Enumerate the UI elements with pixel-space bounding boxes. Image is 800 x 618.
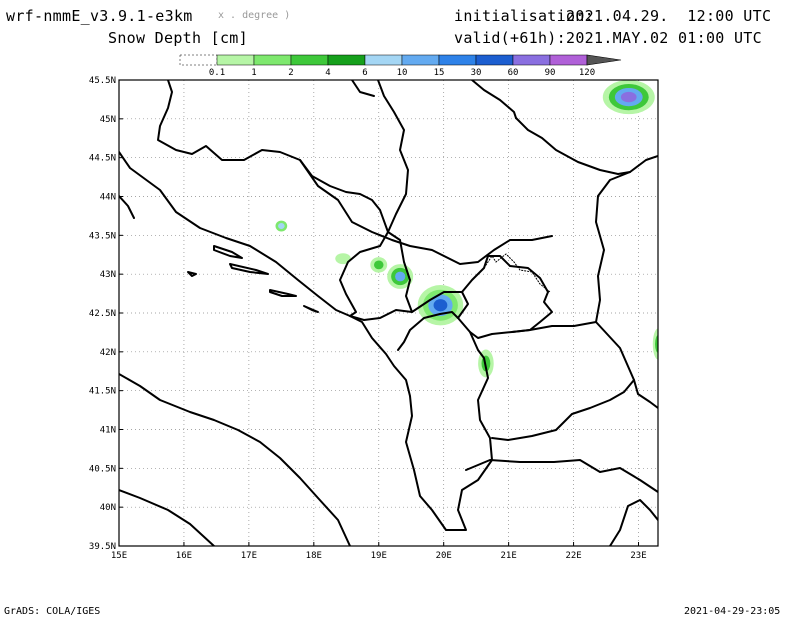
- legend-arrow-max: [586, 54, 622, 66]
- lat-tick-label: 44N: [100, 193, 116, 203]
- border-macedonia: [491, 321, 635, 441]
- lat-tick-label: 41N: [100, 426, 116, 436]
- legend-label: 2: [288, 68, 293, 78]
- coords-note: x . degree ): [218, 10, 291, 21]
- border-serbia-romania: [515, 117, 631, 175]
- lat-tick-label: 42N: [100, 348, 116, 358]
- legend-label: 0.1: [209, 68, 225, 78]
- island-korcula: [269, 289, 297, 297]
- border-greece: [465, 459, 658, 493]
- lon-tick-label: 15E: [111, 551, 127, 561]
- footer-credit: GrADS: COLA/IGES: [4, 606, 101, 617]
- init-value: 2021.04.29. 12:00 UTC: [566, 7, 772, 25]
- lon-tick-label: 20E: [436, 551, 452, 561]
- coast-aegean: [609, 499, 658, 546]
- snow-contour: [373, 260, 384, 270]
- lon-tick-label: 22E: [565, 551, 581, 561]
- legend-label: 4: [325, 68, 330, 78]
- snow-patch-durmitor: [370, 257, 388, 273]
- border-albania-east: [457, 317, 493, 531]
- lat-tick-label: 43.5N: [89, 231, 116, 241]
- valid-value: 2021.MAY.02 01:00 UTC: [566, 29, 762, 47]
- border-montenegro: [349, 291, 469, 351]
- island-hvar: [229, 263, 269, 275]
- lat-tick-label: 45.5N: [89, 76, 116, 86]
- snow-contour: [433, 299, 448, 312]
- lon-tick-label: 16E: [176, 551, 192, 561]
- valid-label: valid(+61h):: [454, 29, 566, 47]
- lon-tick-label: 17E: [241, 551, 257, 561]
- lat-tick-label: 42.5N: [89, 309, 116, 319]
- border-bulgaria-east: [633, 379, 658, 409]
- coastline-italy-south: [119, 489, 215, 546]
- snow-contour: [278, 222, 285, 230]
- lat-tick-label: 39.5N: [89, 542, 116, 552]
- lat-tick-label: 41.5N: [89, 387, 116, 397]
- snow-patch-prokletije: [417, 285, 464, 326]
- river-danube-west: [351, 80, 375, 97]
- snow-patch-carpathians: [602, 80, 655, 115]
- snow-contour: [395, 271, 406, 282]
- legend-label: 6: [362, 68, 367, 78]
- legend-label: 90: [545, 68, 556, 78]
- border-bosnia-serbia: [377, 80, 413, 313]
- snow-patch-sarajevo-west: [335, 253, 351, 265]
- snow-contour: [620, 91, 637, 103]
- color-legend: 0.1 1 2 4 6 10 15 30 60 90 120: [179, 54, 622, 78]
- coastline-italy: [119, 373, 351, 546]
- border-kosovo-serbia: [461, 255, 553, 339]
- lat-tick-label: 43N: [100, 270, 116, 280]
- legend-label: 1: [251, 68, 256, 78]
- lon-tick-label: 18E: [306, 551, 322, 561]
- footer-timestamp: 2021-04-29-23:05: [684, 606, 781, 617]
- legend-label: 120: [579, 68, 595, 78]
- lat-tick-label: 44.5N: [89, 154, 116, 164]
- coastline-adriatic: [119, 151, 459, 531]
- lat-tick-label: 45N: [100, 115, 116, 125]
- border-hungary: [471, 80, 517, 119]
- border-bulgaria: [595, 155, 658, 323]
- snow-patch-east-edge: [652, 328, 658, 360]
- init-label: initialisation:: [454, 7, 594, 25]
- lon-tick-label: 23E: [630, 551, 646, 561]
- legend-label: 30: [471, 68, 482, 78]
- lon-tick-label: 19E: [371, 551, 387, 561]
- model-title: wrf-nmmE_v3.9.1-e3km: [6, 7, 193, 25]
- border-kosovo-internal: [483, 253, 551, 293]
- coastline-istria: [119, 195, 135, 219]
- island-vis: [187, 271, 197, 277]
- snow-contour: [335, 253, 351, 265]
- island-mljet: [303, 305, 319, 313]
- snow-patch-velebit: [275, 220, 288, 232]
- legend-label: 10: [397, 68, 408, 78]
- legend-label: 60: [508, 68, 519, 78]
- island-brac: [213, 245, 243, 259]
- snow-contour: [655, 335, 658, 353]
- lon-tick-label: 21E: [501, 551, 517, 561]
- lat-tick-label: 40N: [100, 503, 116, 513]
- legend-label: 15: [434, 68, 445, 78]
- field-title: Snow Depth [cm]: [108, 29, 248, 47]
- lat-tick-label: 40.5N: [89, 464, 116, 474]
